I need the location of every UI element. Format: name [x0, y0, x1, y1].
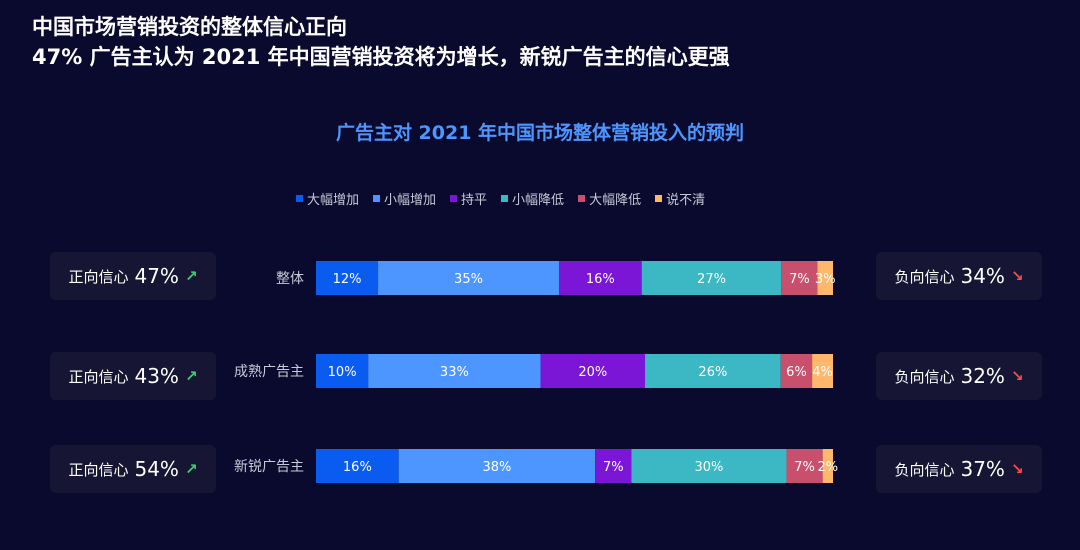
bar-segment — [641, 261, 782, 295]
bar-value-label: 7% — [789, 272, 810, 287]
legend-label: 持平 — [461, 193, 488, 208]
negative-confidence-card: 负向信心 32% ↘ — [876, 352, 1042, 400]
arrow-up-right-icon: ↗ — [184, 460, 198, 478]
legend-item: 小幅增加 — [373, 189, 436, 208]
bar-segment — [398, 449, 596, 483]
bar-value-label: 4% — [812, 365, 833, 380]
negative-confidence-card: 负向信心 34% ↘ — [876, 252, 1042, 300]
bar-value-label: 20% — [578, 365, 607, 380]
bar-segment — [316, 354, 369, 388]
bar-segment — [368, 354, 541, 388]
bar-value-label: 2% — [818, 460, 839, 475]
bar-segment — [316, 449, 399, 483]
positive-confidence-card: 正向信心 54% ↗ — [50, 445, 216, 493]
bar-segment — [822, 449, 833, 483]
bar-segment — [558, 261, 642, 295]
bar-segment — [812, 354, 833, 388]
legend-label: 说不清 — [666, 193, 706, 208]
bar-segment — [786, 449, 823, 483]
headline-line2: 47% 广告主认为 2021 年中国营销投资将为增长，新锐广告主的信心更强 — [32, 45, 730, 69]
positive-confidence-value: 43% — [134, 364, 179, 388]
bar-value-label: 3% — [815, 272, 836, 287]
legend-item: 持平 — [450, 189, 487, 208]
bar-value-label: 30% — [694, 460, 723, 475]
bar-value-label: 12% — [333, 272, 362, 287]
bar-value-label: 6% — [786, 365, 807, 380]
positive-confidence-label: 正向信心 — [68, 367, 129, 386]
negative-confidence-card: 负向信心 37% ↘ — [876, 445, 1042, 493]
legend-swatch — [501, 195, 509, 202]
bar-value-label: 7% — [603, 460, 624, 475]
bar-value-label: 33% — [440, 365, 469, 380]
bar-segment — [817, 261, 833, 295]
bar-value-label: 27% — [697, 272, 726, 287]
negative-confidence-value: 37% — [960, 457, 1005, 481]
bar-segment — [645, 354, 781, 388]
positive-confidence-value: 54% — [134, 457, 179, 481]
negative-confidence-label: 负向信心 — [894, 267, 955, 286]
bar-value-label: 35% — [454, 272, 483, 287]
arrow-down-right-icon: ↘ — [1010, 367, 1024, 385]
arrow-up-right-icon: ↗ — [184, 267, 198, 285]
category-label: 成熟广告主 — [234, 364, 304, 380]
category-label: 整体 — [276, 271, 304, 287]
chart-title: 广告主对 2021 年中国市场整体营销投入的预判 — [335, 122, 745, 144]
negative-confidence-value: 34% — [960, 264, 1005, 288]
positive-confidence-card: 正向信心 47% ↗ — [50, 252, 216, 300]
negative-confidence-value: 32% — [960, 364, 1005, 388]
legend-label: 大幅降低 — [589, 193, 642, 208]
bar-value-label: 10% — [328, 365, 357, 380]
arrow-down-right-icon: ↘ — [1010, 460, 1024, 478]
legend-label: 大幅增加 — [307, 193, 360, 208]
negative-confidence-label: 负向信心 — [894, 460, 955, 479]
legend-item: 小幅降低 — [501, 189, 564, 208]
legend-swatch — [450, 195, 458, 202]
positive-confidence-label: 正向信心 — [68, 460, 129, 479]
headline: 中国市场营销投资的整体信心正向 47% 广告主认为 2021 年中国营销投资将为… — [32, 12, 730, 72]
bar-segment — [631, 449, 787, 483]
legend-swatch — [655, 195, 663, 202]
positive-confidence-card: 正向信心 43% ↗ — [50, 352, 216, 400]
bar-segment — [378, 261, 559, 295]
legend-item: 说不清 — [655, 189, 705, 208]
category-label: 新锐广告主 — [234, 459, 304, 475]
headline-line1: 中国市场营销投资的整体信心正向 — [32, 15, 347, 39]
legend-swatch — [373, 195, 381, 202]
bar-segment — [781, 261, 818, 295]
legend-swatch — [296, 195, 303, 202]
bar-value-label: 26% — [698, 365, 727, 380]
legend-item: 大幅增加 — [296, 189, 359, 208]
bar-value-label: 16% — [586, 272, 615, 287]
positive-confidence-label: 正向信心 — [68, 267, 129, 286]
bar-value-label: 38% — [482, 460, 511, 475]
bar-value-label: 16% — [343, 460, 372, 475]
bar-value-label: 7% — [794, 460, 815, 475]
legend: 大幅增加 小幅增加 持平 小幅降低 大幅降低 说不清 — [296, 189, 705, 208]
bar-segment — [316, 261, 379, 295]
positive-confidence-value: 47% — [134, 264, 179, 288]
bar-segment — [780, 354, 813, 388]
bar-segment — [540, 354, 645, 388]
bar-segment — [595, 449, 632, 483]
arrow-up-right-icon: ↗ — [184, 367, 198, 385]
legend-label: 小幅降低 — [512, 193, 565, 208]
legend-item: 大幅降低 — [578, 189, 641, 208]
legend-label: 小幅增加 — [384, 193, 437, 208]
negative-confidence-label: 负向信心 — [894, 367, 955, 386]
legend-swatch — [578, 195, 586, 202]
arrow-down-right-icon: ↘ — [1010, 267, 1024, 285]
